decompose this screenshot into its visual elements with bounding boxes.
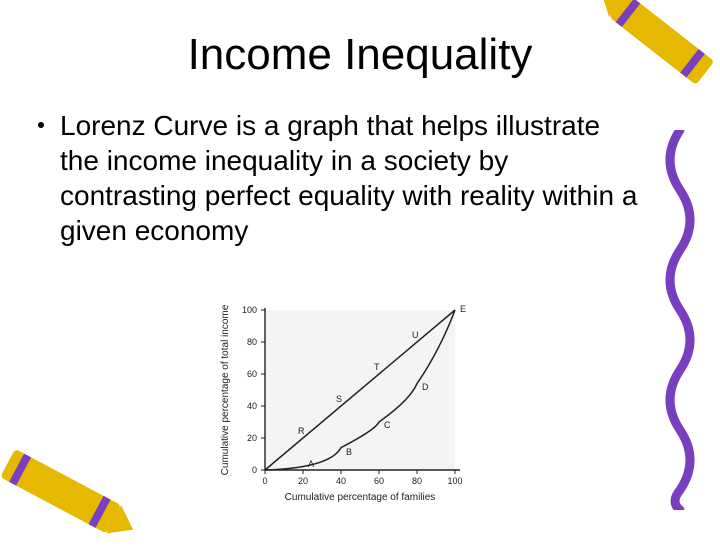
- svg-text:U: U: [412, 330, 419, 340]
- svg-text:100: 100: [242, 305, 257, 315]
- svg-text:0: 0: [252, 465, 257, 475]
- svg-text:B: B: [346, 447, 352, 457]
- svg-text:C: C: [384, 420, 391, 430]
- svg-text:A: A: [308, 459, 314, 469]
- y-axis-label: Cumulative percentage of total income: [220, 304, 231, 475]
- svg-text:R: R: [298, 426, 305, 436]
- svg-text:100: 100: [447, 476, 462, 486]
- bullet-content: Lorenz Curve is a graph that helps illus…: [60, 110, 637, 246]
- svg-text:80: 80: [412, 476, 422, 486]
- svg-text:20: 20: [298, 476, 308, 486]
- bullet-text: Lorenz Curve is a graph that helps illus…: [60, 108, 640, 248]
- svg-text:0: 0: [262, 476, 267, 486]
- svg-text:60: 60: [374, 476, 384, 486]
- x-axis-label: Cumulative percentage of families: [285, 492, 436, 503]
- svg-text:S: S: [336, 394, 342, 404]
- svg-text:T: T: [374, 362, 380, 372]
- lorenz-chart: 0 20 40 60 80 100 0 20 40 60 80 100: [210, 300, 490, 520]
- svg-text:20: 20: [247, 433, 257, 443]
- bullet-dot-icon: [38, 122, 44, 128]
- crayon-decor-top-right-icon: [570, 0, 720, 105]
- svg-text:40: 40: [247, 401, 257, 411]
- svg-text:60: 60: [247, 369, 257, 379]
- svg-text:E: E: [460, 304, 466, 314]
- svg-text:D: D: [422, 382, 429, 392]
- crayon-decor-bottom-left-icon: [0, 425, 170, 550]
- y-ticks: 0 20 40 60 80 100: [242, 305, 265, 475]
- svg-text:40: 40: [336, 476, 346, 486]
- squiggle-decor-right-icon: [660, 130, 700, 515]
- x-ticks: 0 20 40 60 80 100: [262, 470, 462, 486]
- svg-text:80: 80: [247, 337, 257, 347]
